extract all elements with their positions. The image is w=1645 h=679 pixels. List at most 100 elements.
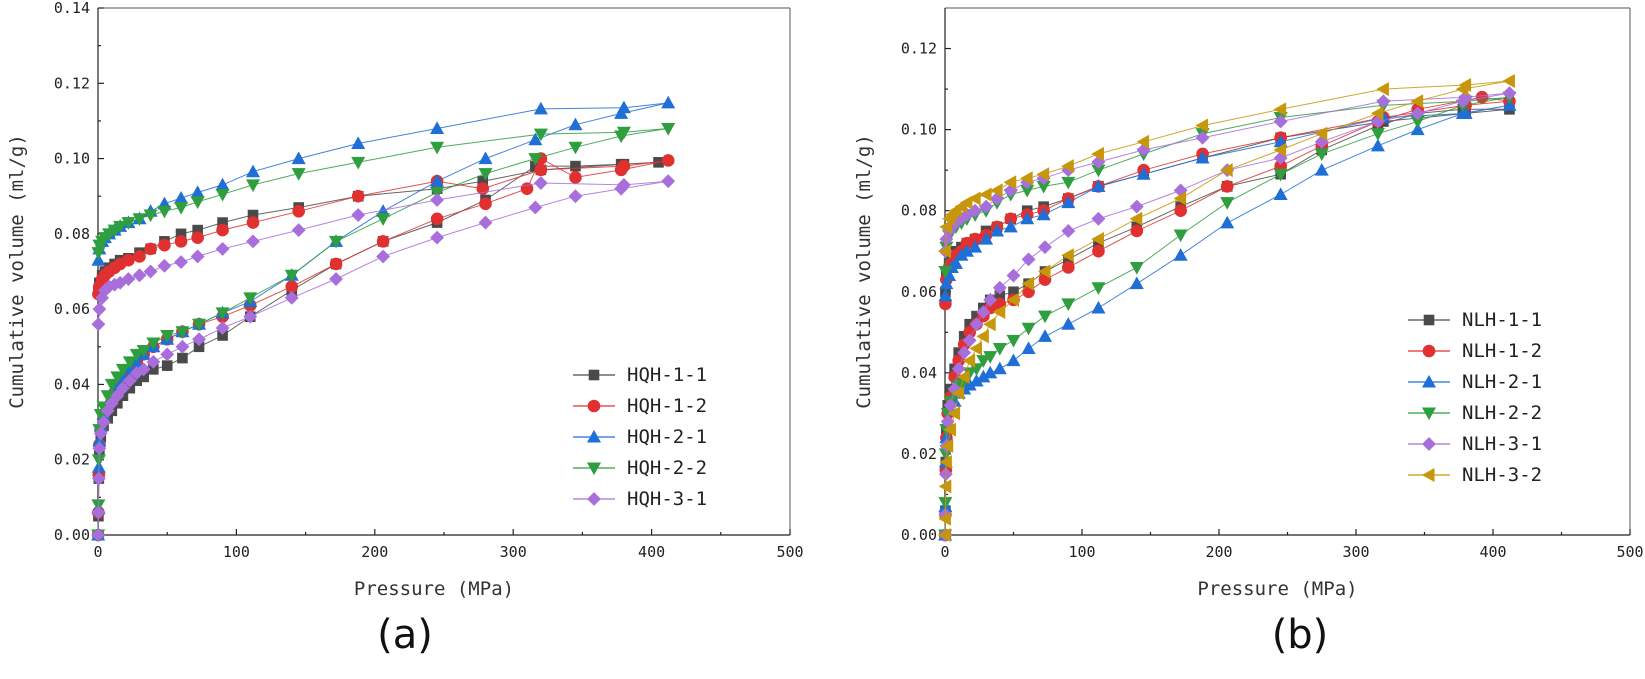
legend-item: NLH-1-1 xyxy=(1408,309,1542,331)
data-point xyxy=(1038,240,1052,255)
data-point xyxy=(92,302,107,317)
data-point xyxy=(938,265,953,279)
data-point xyxy=(215,188,230,202)
data-point xyxy=(951,361,966,376)
data-point xyxy=(992,361,1007,375)
data-point xyxy=(215,321,230,335)
data-point xyxy=(1061,248,1074,263)
data-point xyxy=(528,200,543,215)
legend-label: HQH-3-1 xyxy=(627,488,707,510)
data-point xyxy=(616,100,631,114)
data-point xyxy=(115,381,130,396)
legend-marker xyxy=(588,369,600,381)
data-point xyxy=(376,249,391,264)
data-point xyxy=(1036,207,1051,221)
data-point xyxy=(351,156,366,170)
x-tick-label: 200 xyxy=(361,543,388,561)
data-point xyxy=(979,199,994,214)
data-point xyxy=(100,390,115,403)
y-tick-label: 0.00 xyxy=(901,526,937,544)
data-point xyxy=(175,339,190,354)
data-point xyxy=(174,202,189,215)
data-point xyxy=(246,216,260,229)
data-point xyxy=(990,223,1005,237)
data-point xyxy=(291,151,306,165)
legend-label: HQH-1-1 xyxy=(627,364,707,386)
legend-label: NLH-2-2 xyxy=(1462,402,1542,424)
plot-area xyxy=(938,73,1517,543)
data-point xyxy=(568,189,583,204)
data-point xyxy=(1502,86,1517,101)
data-point xyxy=(192,332,206,347)
x-tick-label: 500 xyxy=(776,543,803,561)
data-point xyxy=(976,329,989,344)
data-point xyxy=(122,356,137,369)
legend-marker xyxy=(586,429,602,443)
data-point xyxy=(132,213,147,226)
data-point xyxy=(940,438,954,453)
data-point xyxy=(568,141,583,155)
y-tick-label: 0.04 xyxy=(54,375,90,393)
data-point xyxy=(1091,211,1106,226)
data-point xyxy=(616,177,631,192)
data-point xyxy=(190,185,205,198)
data-point xyxy=(1370,128,1385,141)
data-point xyxy=(938,244,951,259)
data-point xyxy=(190,196,205,209)
data-point xyxy=(430,141,445,155)
data-point xyxy=(430,193,445,207)
y-tick-label: 0.12 xyxy=(901,40,937,58)
data-point xyxy=(976,305,991,319)
chart-panel-b: 0 100 200 300 400 500 0.00 0.02 0.04 0.06 0.08 0.10… xyxy=(853,7,1644,658)
data-point xyxy=(1091,232,1104,247)
data-point xyxy=(1091,300,1106,314)
data-point xyxy=(91,505,106,520)
data-point xyxy=(430,230,445,245)
data-point xyxy=(478,215,493,230)
data-point xyxy=(533,128,548,142)
data-point xyxy=(291,223,306,238)
legend-item: NLH-2-1 xyxy=(1408,371,1542,393)
legend-item: NLH-3-2 xyxy=(1408,464,1542,486)
data-point xyxy=(1136,167,1151,180)
data-point xyxy=(983,351,998,364)
x-tick-label: 200 xyxy=(1205,543,1232,561)
data-point xyxy=(570,160,581,172)
data-point xyxy=(1220,180,1234,193)
data-point xyxy=(1370,138,1385,152)
data-point xyxy=(1021,341,1036,355)
data-point xyxy=(1195,118,1209,133)
data-point xyxy=(1273,102,1287,117)
legend-label: NLH-2-1 xyxy=(1462,371,1542,393)
data-point xyxy=(1006,353,1021,367)
legend-marker xyxy=(586,462,602,476)
data-point xyxy=(1129,276,1144,290)
legend-label: HQH-1-2 xyxy=(627,395,707,417)
data-point xyxy=(957,369,970,384)
legend-label: HQH-2-1 xyxy=(627,426,707,448)
legend-item: NLH-3-1 xyxy=(1408,433,1542,455)
data-point xyxy=(616,126,631,140)
data-point xyxy=(1273,114,1288,129)
data-point xyxy=(1003,175,1017,190)
data-point xyxy=(91,471,106,486)
x-tick-label: 300 xyxy=(500,543,527,561)
data-point xyxy=(190,249,205,264)
legend-item: HQH-1-2 xyxy=(573,395,707,417)
x-axis-title: Pressure (MPa) xyxy=(354,578,514,600)
data-point xyxy=(661,154,675,167)
data-point xyxy=(243,309,258,324)
data-point xyxy=(661,95,676,109)
data-point xyxy=(1174,204,1187,217)
data-point xyxy=(1502,98,1517,111)
data-point xyxy=(110,371,125,385)
legend-item: NLH-2-2 xyxy=(1408,402,1542,424)
data-point xyxy=(157,258,172,273)
data-point xyxy=(160,347,175,362)
data-point xyxy=(661,174,676,189)
data-point xyxy=(1195,130,1210,145)
data-point xyxy=(1129,199,1144,214)
data-point xyxy=(1130,224,1144,238)
data-point xyxy=(1314,148,1329,162)
